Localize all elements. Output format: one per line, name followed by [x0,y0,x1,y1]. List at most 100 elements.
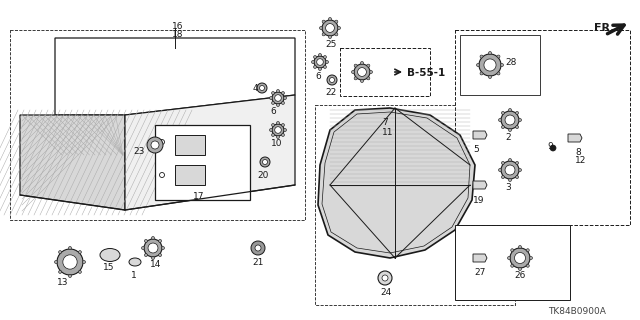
Circle shape [501,111,504,115]
Circle shape [505,115,515,125]
Circle shape [282,124,284,126]
Bar [175,135,205,155]
Text: FR.: FR. [594,23,614,33]
Circle shape [367,77,370,80]
Circle shape [317,59,323,65]
Polygon shape [55,38,295,115]
Circle shape [271,133,275,136]
Circle shape [488,52,492,54]
Circle shape [78,270,81,273]
Circle shape [484,59,496,71]
Text: 25: 25 [325,40,337,49]
Circle shape [510,248,530,268]
Text: 28: 28 [505,58,516,67]
Circle shape [251,241,265,255]
Bar [175,165,205,185]
Circle shape [360,61,364,65]
Text: 7: 7 [382,118,388,127]
Circle shape [148,243,158,253]
Circle shape [161,246,164,250]
Circle shape [159,140,164,145]
Polygon shape [473,254,487,262]
Circle shape [518,268,522,270]
Circle shape [354,64,357,67]
Circle shape [518,245,522,249]
Circle shape [272,124,284,136]
Circle shape [330,77,335,83]
Circle shape [271,124,275,126]
Circle shape [68,246,72,250]
Circle shape [326,60,328,63]
Text: 1: 1 [131,271,137,280]
Circle shape [83,260,86,263]
Circle shape [516,161,518,164]
Circle shape [271,92,275,94]
Circle shape [358,68,367,76]
Circle shape [255,245,261,251]
Text: 19: 19 [473,196,484,205]
Circle shape [323,66,326,68]
Polygon shape [473,131,487,139]
Circle shape [159,239,161,243]
Text: 6: 6 [315,72,321,81]
Bar [315,105,515,305]
Circle shape [59,251,61,254]
Text: 20: 20 [257,171,268,180]
Circle shape [312,60,314,63]
Circle shape [314,66,317,68]
Text: 16: 16 [172,22,184,31]
Circle shape [360,79,364,83]
Circle shape [509,129,511,132]
Circle shape [480,72,483,75]
Circle shape [497,55,500,58]
Circle shape [518,118,522,122]
Circle shape [276,122,280,124]
Circle shape [63,255,77,269]
Bar [155,125,250,200]
Circle shape [314,56,326,68]
Text: 24: 24 [380,288,391,297]
Polygon shape [318,108,475,258]
Text: 21: 21 [252,258,264,267]
Circle shape [282,92,284,94]
Circle shape [516,176,518,179]
Text: 2: 2 [505,133,511,142]
Circle shape [57,249,83,275]
Circle shape [269,129,273,132]
Circle shape [319,68,321,70]
Circle shape [477,63,479,67]
Circle shape [314,56,317,59]
Circle shape [282,101,284,104]
Circle shape [152,236,154,239]
Circle shape [516,111,518,115]
Circle shape [145,239,147,243]
Circle shape [501,161,519,179]
Text: 15: 15 [103,263,115,272]
Text: 4: 4 [253,84,259,93]
Circle shape [78,251,81,254]
Circle shape [497,72,500,75]
Circle shape [509,108,511,111]
Circle shape [257,83,267,93]
Circle shape [479,54,501,76]
Circle shape [323,56,326,59]
Circle shape [354,77,357,80]
Text: 13: 13 [57,278,68,287]
Circle shape [335,33,338,36]
Text: 18: 18 [172,30,184,39]
Circle shape [518,169,522,172]
Text: 10: 10 [271,139,282,148]
Circle shape [337,27,340,29]
Circle shape [276,103,280,107]
Circle shape [511,264,514,267]
Circle shape [271,101,275,104]
Circle shape [159,253,161,257]
Text: 17: 17 [193,192,205,201]
Circle shape [284,129,287,132]
Text: B-55-1: B-55-1 [407,68,445,78]
Polygon shape [10,30,305,220]
Circle shape [272,92,284,104]
Bar [460,35,540,95]
Circle shape [145,253,147,257]
Circle shape [260,157,270,167]
